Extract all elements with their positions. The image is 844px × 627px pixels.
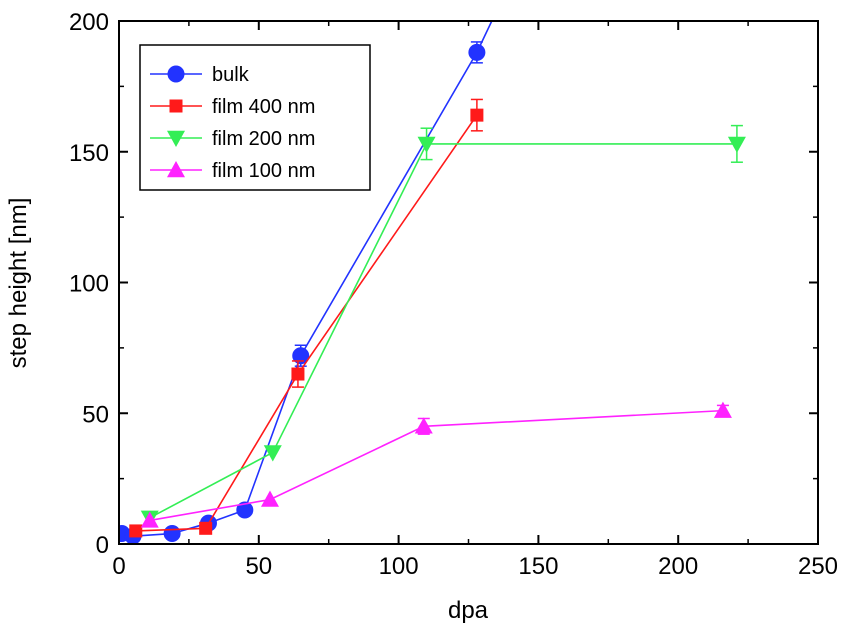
y-tick-label: 200	[69, 9, 109, 36]
data-point	[199, 521, 213, 535]
data-point	[129, 524, 143, 538]
data-point	[263, 445, 282, 462]
x-tick-label: 200	[658, 553, 698, 580]
x-tick-label: 0	[112, 553, 125, 580]
legend-item: film 100 nm	[150, 160, 315, 182]
data-point	[163, 525, 181, 543]
legend-swatch-marker	[167, 130, 185, 147]
series-line	[149, 143, 737, 519]
axes-layer: 0 50 100 150 200 250 0 50 100 150 200	[69, 9, 838, 580]
x-axis-label: dpa	[448, 597, 489, 624]
y-tick-label: 150	[69, 140, 109, 167]
legend-item: film 200 nm	[150, 128, 315, 150]
series-line	[135, 114, 478, 532]
data-point	[468, 43, 486, 61]
y-axis-label: step height [nm]	[5, 198, 32, 369]
y-tick-label: 0	[96, 532, 109, 559]
legend-label: film 100 nm	[212, 160, 315, 182]
y-tick-label: 50	[82, 401, 109, 428]
legend: bulk film 400 nm film 200 nm film 100 nm	[139, 44, 371, 191]
legend-item: bulk	[150, 64, 250, 86]
data-point	[417, 136, 436, 153]
y-tick-label: 100	[69, 271, 109, 298]
x-tick-label: 150	[518, 553, 558, 580]
data-point	[292, 347, 310, 365]
series-line	[149, 409, 723, 522]
data-point	[291, 367, 305, 381]
legend-swatch-marker	[169, 99, 183, 113]
series-layer	[119, 21, 746, 545]
series-2	[129, 98, 484, 538]
data-point	[470, 108, 484, 122]
legend-item: film 400 nm	[150, 96, 315, 118]
x-tick-label: 50	[245, 553, 272, 580]
data-point	[236, 501, 254, 519]
data-point	[414, 417, 433, 434]
data-point	[140, 511, 159, 528]
series-4	[140, 401, 732, 528]
legend-label: film 400 nm	[212, 96, 315, 118]
x-tick-label: 100	[379, 553, 419, 580]
legend-label: bulk	[212, 64, 250, 86]
x-tick-label: 250	[798, 553, 838, 580]
data-point	[260, 490, 279, 507]
legend-label: film 200 nm	[212, 128, 315, 150]
data-point	[727, 136, 746, 153]
data-point	[713, 401, 732, 418]
legend-swatch-marker	[167, 161, 185, 178]
legend-swatch-marker	[167, 65, 185, 83]
